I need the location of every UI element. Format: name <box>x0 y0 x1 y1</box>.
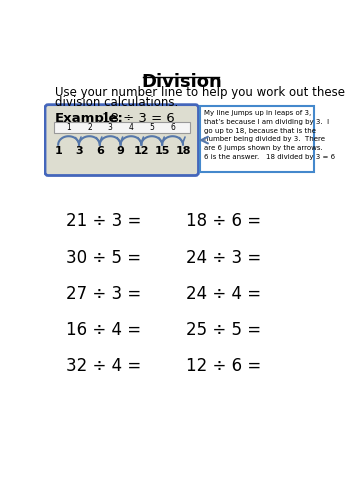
Text: 6: 6 <box>170 124 175 132</box>
Text: 24 ÷ 4 =: 24 ÷ 4 = <box>186 285 261 303</box>
Text: 9: 9 <box>117 146 125 156</box>
Text: 6: 6 <box>96 146 104 156</box>
Text: 16 ÷ 4 =: 16 ÷ 4 = <box>66 321 141 339</box>
Text: 24 ÷ 3 =: 24 ÷ 3 = <box>186 248 261 266</box>
Text: 1: 1 <box>66 124 71 132</box>
Text: 30 ÷ 5 =: 30 ÷ 5 = <box>66 248 141 266</box>
Text: 2: 2 <box>87 124 92 132</box>
FancyBboxPatch shape <box>45 104 199 176</box>
Text: 12: 12 <box>133 146 149 156</box>
Text: Division: Division <box>141 73 222 91</box>
Text: 32 ÷ 4 =: 32 ÷ 4 = <box>66 357 141 375</box>
Text: 25 ÷ 5 =: 25 ÷ 5 = <box>186 321 261 339</box>
Text: 3: 3 <box>75 146 83 156</box>
Text: division calculations.: division calculations. <box>55 96 178 109</box>
FancyBboxPatch shape <box>200 106 314 172</box>
Text: My line jumps up in leaps of 3,
that’s because I am dividing by 3.  I
go up to 1: My line jumps up in leaps of 3, that’s b… <box>204 110 335 160</box>
Text: 15: 15 <box>154 146 170 156</box>
Text: 12 ÷ 6 =: 12 ÷ 6 = <box>186 357 261 375</box>
Text: 4: 4 <box>129 124 133 132</box>
Text: 3: 3 <box>108 124 113 132</box>
Text: Example:: Example: <box>54 112 123 126</box>
Text: 18 ÷ 6 =: 18 ÷ 6 = <box>186 212 261 230</box>
FancyBboxPatch shape <box>53 122 190 133</box>
Text: 21 ÷ 3 =: 21 ÷ 3 = <box>66 212 141 230</box>
Text: Use your number line to help you work out these: Use your number line to help you work ou… <box>55 86 345 99</box>
Text: 5: 5 <box>149 124 154 132</box>
Text: 18 ÷ 3 = 6: 18 ÷ 3 = 6 <box>102 112 175 126</box>
Text: 1: 1 <box>54 146 62 156</box>
Text: 18: 18 <box>175 146 191 156</box>
Text: 27 ÷ 3 =: 27 ÷ 3 = <box>66 285 141 303</box>
